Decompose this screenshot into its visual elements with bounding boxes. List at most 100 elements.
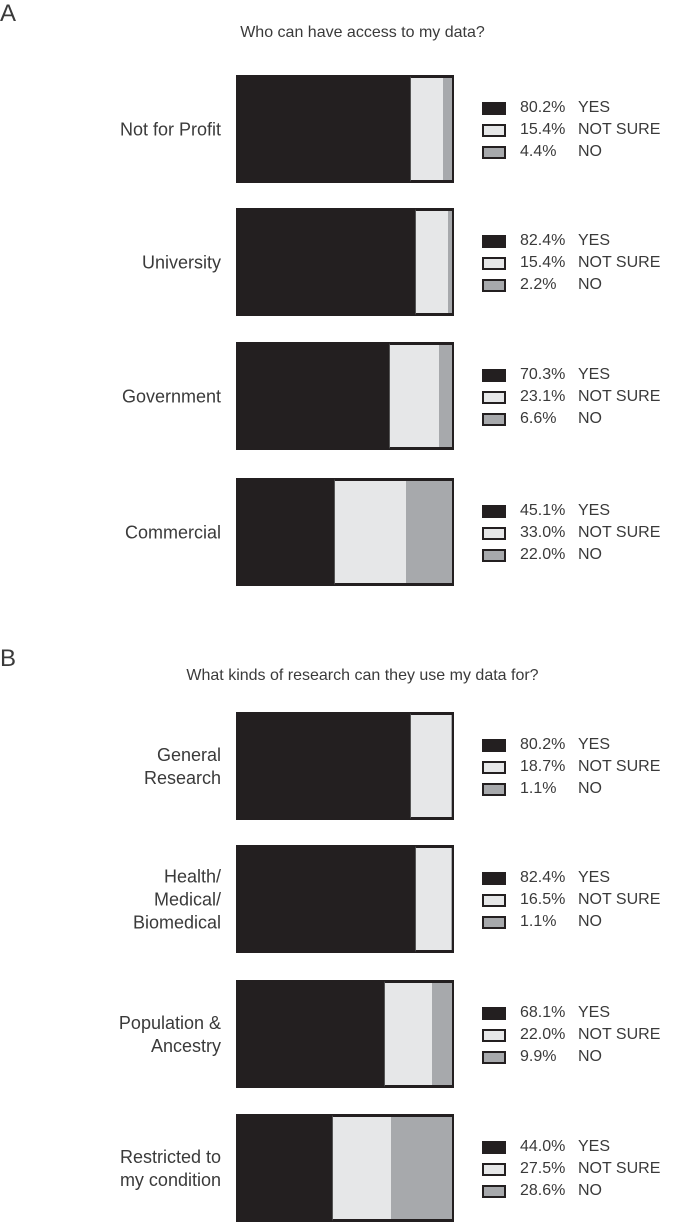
legend-swatch-icon — [482, 278, 506, 292]
legend-item-no: 9.9% NO — [482, 1046, 660, 1068]
legend-percent: 82.4% — [520, 869, 566, 886]
legend-percent: 23.1% — [520, 388, 566, 405]
legend-swatch-icon — [482, 915, 506, 929]
legend-swatch-icon — [482, 738, 506, 752]
legend-percent: 18.7% — [520, 758, 566, 775]
bar-segment-not-sure — [414, 209, 449, 315]
chart-row: Not for Profit 80.2% YES 15.4% NOT SURE 4.4% N… — [0, 75, 685, 185]
legend: 80.2% YES 15.4% NOT SURE 4.4% NO — [482, 97, 660, 163]
legend-percent: 28.6% — [520, 1182, 566, 1199]
legend-percent: 15.4% — [520, 121, 566, 138]
legend-label: NOT SURE — [578, 388, 661, 405]
legend-item-not-sure: 18.7% NOT SURE — [482, 756, 660, 778]
legend-item-not-sure: 23.1% NOT SURE — [482, 386, 660, 408]
legend-percent: 27.5% — [520, 1160, 566, 1177]
legend-percent: 22.0% — [520, 546, 566, 563]
legend-percent: 1.1% — [520, 780, 557, 797]
legend-item-no: 1.1% NO — [482, 778, 660, 800]
legend-label: NO — [578, 780, 602, 797]
legend-label: NO — [578, 276, 602, 293]
legend-label: YES — [578, 366, 611, 383]
legend-swatch-icon — [482, 893, 506, 907]
legend-label: NO — [578, 546, 602, 563]
bar-segment-not-sure — [334, 479, 406, 585]
legend-item-no: 6.6% NO — [482, 408, 660, 430]
legend-label: YES — [578, 1138, 611, 1155]
row-label: Not for Profit — [119, 119, 221, 140]
legend: 80.2% YES 18.7% NOT SURE 1.1% NO — [482, 734, 660, 800]
bar-segment-no — [450, 713, 453, 819]
chart-row: Commercial 45.1% YES 33.0% NOT SURE 22.0% NO — [0, 478, 685, 588]
row-label: Restricted to my condition — [119, 1147, 221, 1190]
legend-label: YES — [578, 502, 611, 519]
legend-label: NO — [578, 1048, 602, 1065]
legend-label: NOT SURE — [578, 121, 661, 138]
legend-percent: 4.4% — [520, 143, 557, 160]
legend-swatch-icon — [482, 390, 506, 404]
bar-segment-no — [450, 846, 453, 952]
row-label: Government — [121, 386, 221, 407]
stacked-bar — [236, 75, 454, 183]
bar-segment-yes — [237, 713, 411, 819]
legend: 70.3% YES 23.1% NOT SURE 6.6% NO — [482, 364, 660, 430]
bar-segment-no — [405, 479, 453, 585]
legend: 44.0% YES 27.5% NOT SURE 28.6% NO — [482, 1136, 660, 1202]
bar-segment-yes — [237, 76, 411, 182]
legend-label: YES — [578, 99, 611, 116]
chart-row: University 82.4% YES 15.4% NOT SURE 2.2% NO — [0, 208, 685, 318]
legend-item-not-sure: 22.0% NOT SURE — [482, 1024, 660, 1046]
legend-swatch-icon — [482, 412, 506, 426]
bar-segment-no — [448, 209, 453, 315]
bar-segment-not-sure — [410, 76, 444, 182]
legend-swatch-icon — [482, 871, 506, 885]
stacked-bar — [236, 1114, 454, 1222]
stacked-bar — [236, 980, 454, 1088]
legend-label: NO — [578, 410, 602, 427]
legend-percent: 6.6% — [520, 410, 557, 427]
panel-title: What kinds of research can they use my d… — [186, 667, 539, 684]
legend-label: NO — [578, 913, 602, 930]
legend-item-no: 2.2% NO — [482, 274, 660, 296]
legend-label: NOT SURE — [578, 1026, 661, 1043]
chart-row: Health/Medical/Biomedical 82.4% YES 16.5% NO… — [0, 845, 685, 955]
bar-segment-yes — [237, 1115, 332, 1221]
legend: 45.1% YES 33.0% NOT SURE 22.0% NO — [482, 500, 660, 566]
legend-swatch-icon — [482, 1162, 506, 1176]
legend-swatch-icon — [482, 760, 506, 774]
legend-item-not-sure: 33.0% NOT SURE — [482, 522, 660, 544]
stacked-bar — [236, 478, 454, 586]
row-label: Commercial — [124, 522, 221, 543]
bar-segment-not-sure — [388, 343, 439, 449]
legend-percent: 9.9% — [520, 1048, 557, 1065]
chart-row: Restricted to my condition 44.0% YES 27.5% NO… — [0, 1114, 685, 1224]
legend-percent: 68.1% — [520, 1004, 566, 1021]
legend-percent: 45.1% — [520, 502, 566, 519]
legend-percent: 82.4% — [520, 232, 566, 249]
legend-item-not-sure: 16.5% NOT SURE — [482, 889, 660, 911]
legend-item-not-sure: 15.4% NOT SURE — [482, 119, 660, 141]
legend-label: NOT SURE — [578, 524, 661, 541]
legend-swatch-icon — [482, 1028, 506, 1042]
legend-label: YES — [578, 1004, 611, 1021]
legend-item-yes: 82.4% YES — [482, 867, 660, 889]
stacked-bar — [236, 342, 454, 450]
row-label: University — [141, 252, 221, 273]
stacked-bar — [236, 845, 454, 953]
legend-swatch-icon — [482, 1140, 506, 1154]
stacked-bar — [236, 712, 454, 820]
legend-swatch-icon — [482, 1184, 506, 1198]
legend-item-not-sure: 27.5% NOT SURE — [482, 1158, 660, 1180]
legend-item-no: 28.6% NO — [482, 1180, 660, 1202]
bar-segment-yes — [237, 479, 335, 585]
legend-percent: 2.2% — [520, 276, 557, 293]
legend: 82.4% YES 16.5% NOT SURE 1.1% NO — [482, 867, 660, 933]
bar-segment-yes — [237, 209, 415, 315]
bar-segment-no — [431, 981, 453, 1087]
legend-percent: 15.4% — [520, 254, 566, 271]
legend-percent: 22.0% — [520, 1026, 566, 1043]
legend-item-yes: 80.2% YES — [482, 734, 660, 756]
legend-label: NOT SURE — [578, 758, 661, 775]
chart-row: Government 70.3% YES 23.1% NOT SURE 6.6% NO — [0, 342, 685, 452]
stacked-bar — [236, 208, 454, 316]
legend-item-no: 4.4% NO — [482, 141, 660, 163]
